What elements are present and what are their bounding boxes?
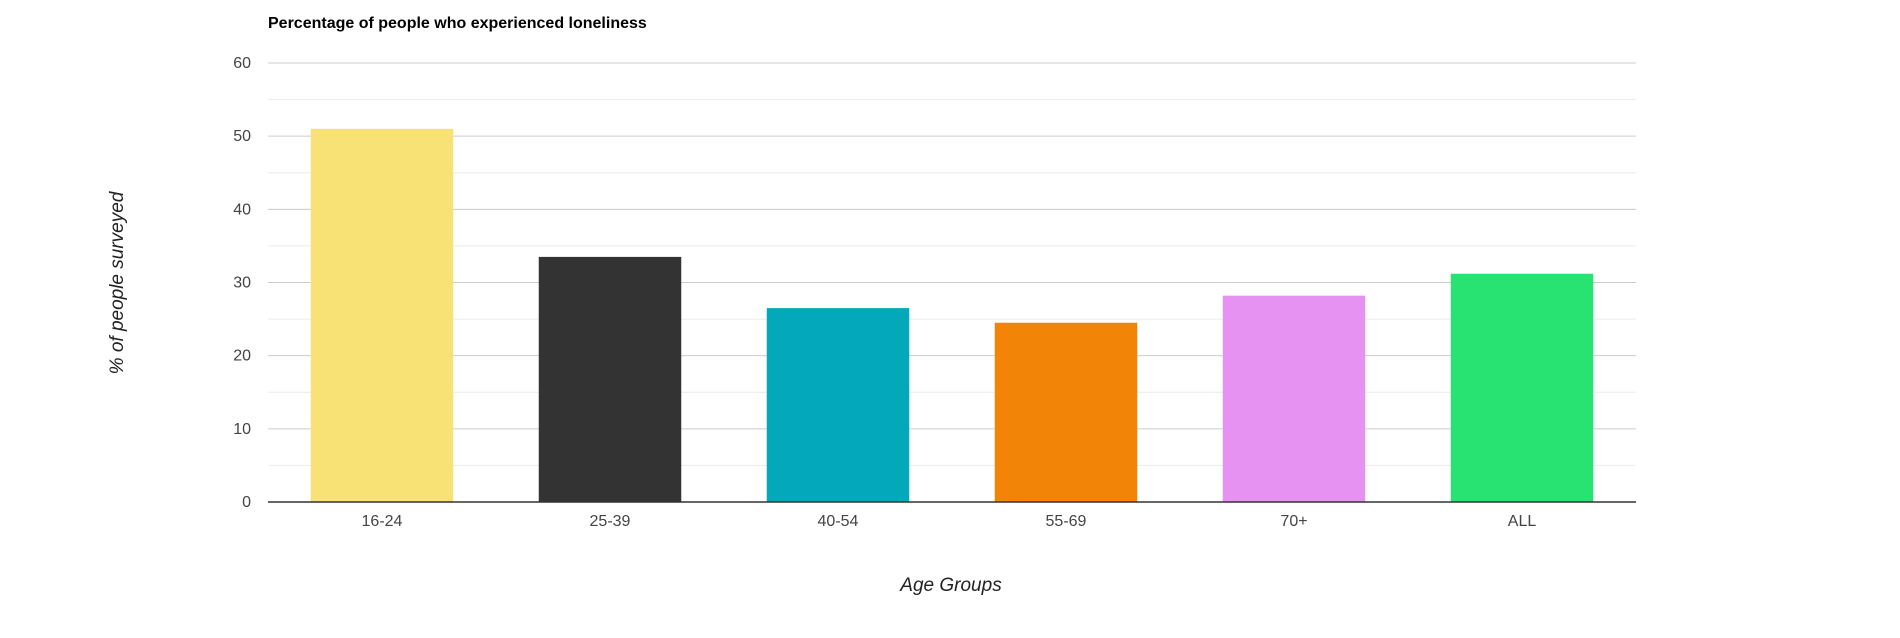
y-tick-label: 10 bbox=[233, 421, 251, 438]
bar-25-39 bbox=[538, 256, 682, 502]
y-tick-label: 50 bbox=[233, 128, 251, 145]
gridlines bbox=[268, 62, 1636, 466]
bar-all bbox=[1450, 273, 1594, 502]
y-axis-tick-labels: 0 10 20 30 40 50 60 bbox=[233, 55, 251, 511]
y-tick-label: 40 bbox=[233, 201, 251, 218]
x-tick-label: 25-39 bbox=[590, 513, 631, 530]
y-axis-title: % of people surveyed bbox=[107, 190, 128, 374]
bars bbox=[310, 128, 1594, 502]
x-axis-title: Age Groups bbox=[899, 575, 1002, 596]
x-tick-label: 55-69 bbox=[1046, 513, 1087, 530]
x-tick-label: ALL bbox=[1508, 513, 1537, 530]
y-tick-label: 20 bbox=[233, 348, 251, 365]
bar-70- bbox=[1222, 295, 1366, 502]
x-tick-label: 70+ bbox=[1280, 513, 1307, 530]
bar-55-69 bbox=[994, 322, 1138, 502]
chart-title: Percentage of people who experienced lon… bbox=[268, 15, 647, 32]
x-tick-label: 16-24 bbox=[362, 513, 403, 530]
y-tick-label: 30 bbox=[233, 275, 251, 292]
y-tick-label: 60 bbox=[233, 55, 251, 72]
y-tick-label: 0 bbox=[242, 494, 251, 511]
x-axis-tick-labels: 16-24 25-39 40-54 55-69 70+ ALL bbox=[362, 513, 1537, 530]
bar-16-24 bbox=[310, 128, 454, 502]
bar-40-54 bbox=[766, 308, 910, 502]
x-tick-label: 40-54 bbox=[818, 513, 859, 530]
